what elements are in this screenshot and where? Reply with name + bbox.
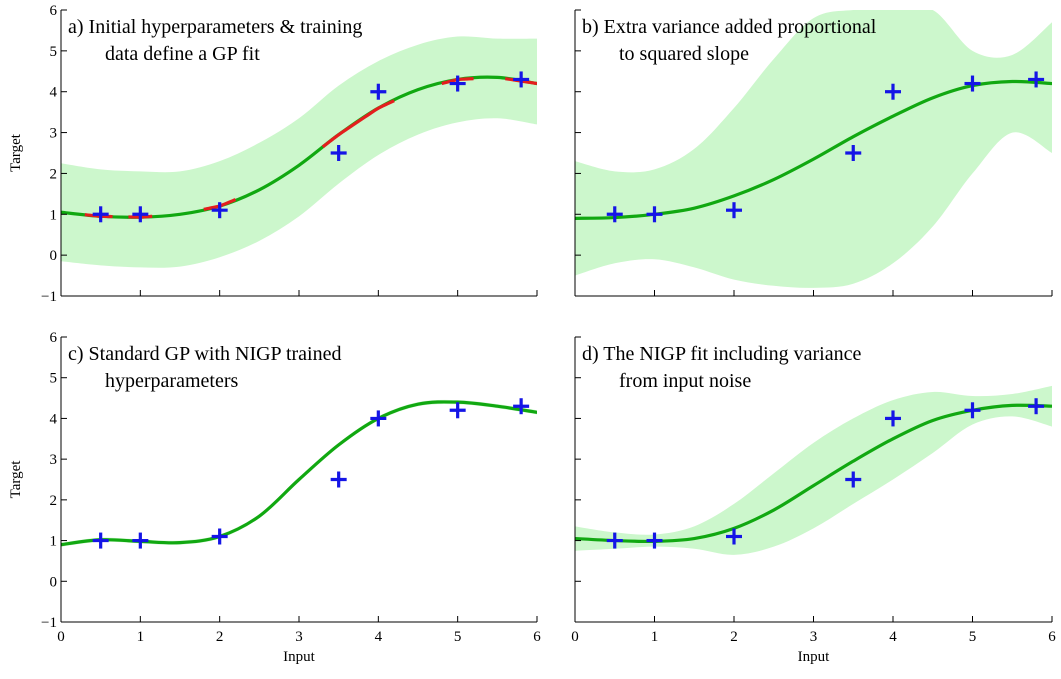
training-point [885, 410, 901, 427]
y-tick-label: 0 [50, 574, 58, 590]
y-tick-label: 2 [50, 493, 58, 509]
panel-title-line-1: b) Extra variance added proportional [582, 16, 877, 38]
x-tick-label: 4 [375, 629, 383, 645]
training-point [211, 202, 228, 219]
x-tick-label: 3 [295, 629, 303, 645]
training-point [726, 528, 742, 545]
y-tick-label: −1 [41, 615, 57, 631]
panel-title-line-2: hyperparameters [105, 370, 238, 392]
x-tick-label: 1 [651, 629, 659, 645]
variance-band [575, 385, 1052, 555]
x-tick-label: 4 [889, 629, 897, 645]
slope-segment-0 [84, 213, 113, 219]
y-tick-label: −1 [41, 289, 57, 305]
plot-area [575, 385, 1052, 555]
y-tick-label: 2 [50, 166, 58, 182]
panel-d: 0 1 2 3 4 5 6 Input d) The NIGP fit including va… [571, 336, 1056, 665]
training-point [606, 206, 623, 223]
x-tick-label: 0 [57, 629, 65, 645]
y-tick-label: 3 [50, 452, 58, 468]
x-axis-label: Input [798, 649, 830, 665]
x-tick-label: 0 [571, 629, 579, 645]
y-tick-label: 4 [50, 411, 58, 427]
y-tick-label: 1 [50, 534, 58, 550]
y-axis-label: Target [8, 133, 24, 172]
y-tick-label: 6 [50, 330, 58, 346]
x-tick-label: 2 [730, 629, 738, 645]
panel-title-line-2: from input noise [619, 370, 751, 392]
y-tick-label: 5 [50, 44, 58, 60]
y-tick-label: 5 [50, 371, 58, 387]
training-point [449, 402, 466, 419]
training-point [646, 532, 663, 549]
panel-title-line-1: c) Standard GP with NIGP trained [68, 343, 341, 365]
x-tick-label: 3 [810, 629, 818, 645]
training-point [1028, 71, 1045, 88]
training-point [513, 71, 530, 88]
panel-a: −1 0 1 2 3 4 5 6 Target a) Initial hyperparameter… [8, 3, 538, 305]
x-tick-label: 6 [533, 629, 541, 645]
variance-band [575, 10, 1052, 288]
slope-segment-3 [321, 99, 395, 149]
x-tick-label: 1 [137, 629, 145, 645]
variance-band [61, 399, 537, 547]
x-tick-label: 5 [454, 629, 462, 645]
y-tick-label: 4 [50, 85, 58, 101]
plot-area [575, 10, 1052, 288]
training-point [211, 528, 228, 545]
training-point [132, 532, 149, 549]
training-point [964, 75, 981, 92]
training-point [330, 471, 347, 488]
panel-title-line-1: d) The NIGP fit including variance [582, 343, 861, 365]
training-point [845, 471, 862, 488]
training-point [1028, 398, 1045, 415]
training-point [726, 202, 742, 219]
training-point [370, 83, 387, 100]
training-point [885, 83, 901, 100]
training-point [92, 206, 109, 223]
mean-curve [61, 400, 537, 547]
training-point [964, 402, 981, 419]
training-point [513, 398, 530, 415]
x-axis-label: Input [283, 649, 315, 665]
y-tick-label: 3 [50, 126, 58, 142]
y-tick-label: 6 [50, 3, 58, 19]
panel-title-line-2: data define a GP fit [105, 43, 260, 65]
training-point [606, 532, 623, 549]
panel-title-line-1: a) Initial hyperparameters & training [68, 16, 362, 38]
x-tick-label: 6 [1048, 629, 1056, 645]
plot-area [61, 36, 537, 268]
panel-b: b) Extra variance added proportional to s… [574, 9, 1053, 297]
variance-band [61, 36, 537, 268]
training-point [845, 145, 862, 161]
training-point [132, 206, 149, 223]
panel-title-line-2: to squared slope [619, 43, 749, 65]
y-axis-label: Target [8, 460, 24, 499]
y-tick-label: 0 [50, 248, 58, 264]
training-point [92, 532, 109, 549]
training-point [449, 75, 466, 92]
training-point [330, 145, 347, 161]
plot-area [61, 398, 537, 549]
x-tick-label: 5 [969, 629, 977, 645]
x-tick-label: 2 [216, 629, 224, 645]
y-tick-label: 1 [50, 207, 58, 223]
training-point [646, 206, 663, 223]
training-point [370, 410, 387, 427]
